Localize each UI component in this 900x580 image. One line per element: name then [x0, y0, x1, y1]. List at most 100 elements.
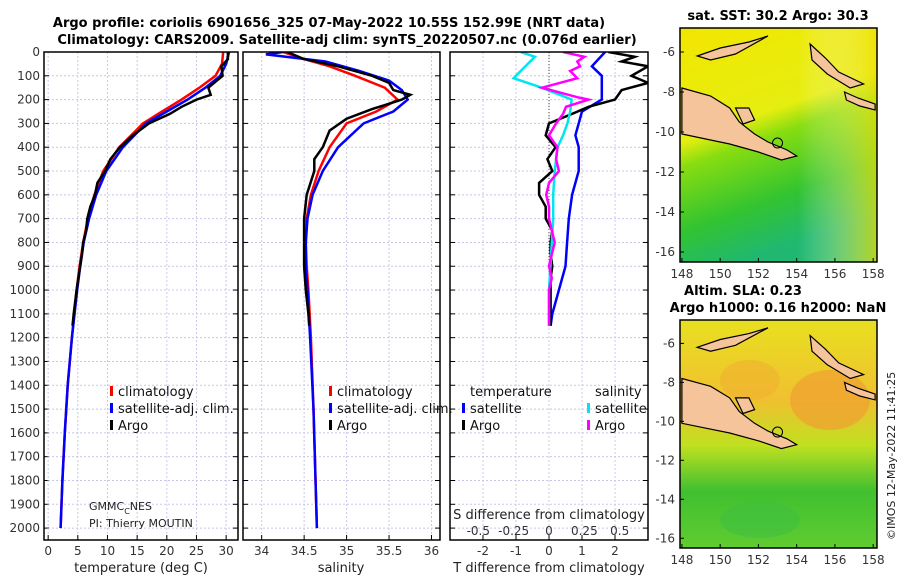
title-line-2: Climatology: CARS2009. Satellite-adj cli… [57, 33, 636, 48]
y-tick-label: 500 [17, 164, 40, 178]
legend-satellite: satellite-adj. clim. [337, 402, 453, 417]
temperature-legend: climatology satellite-adj. clim. Argo [110, 385, 234, 434]
y-tick-label: 1300 [9, 354, 40, 368]
x2-tick-label: -0.5 [467, 524, 490, 538]
argo-position-marker [772, 426, 784, 438]
y-tick-label: 300 [17, 116, 40, 130]
lon-tick-label: 156 [823, 553, 846, 567]
land-mass [695, 327, 769, 352]
lon-tick-label: 154 [785, 267, 808, 281]
title-line-1: Argo profile: coriolis 6901656_325 07-Ma… [53, 16, 605, 31]
land-mass [681, 377, 799, 450]
x-tick-label: -2 [477, 544, 489, 558]
lat-tick-label: -6 [663, 45, 675, 59]
legend-swatch-t-satellite [462, 403, 465, 413]
credit-sub: C [124, 507, 130, 516]
x-tick-label: 15 [130, 544, 145, 558]
y-tick-label: 400 [17, 140, 40, 154]
x2-tick-label: -0.25 [498, 524, 529, 538]
sla-map-title-2: Argo h1000: 0.16 h2000: NaN [670, 301, 887, 316]
legend-swatch-argo [110, 420, 113, 430]
legend-swatch-climatology [110, 386, 113, 396]
lat-tick-label: -14 [655, 205, 675, 219]
legend-t-satellite: satellite [470, 402, 522, 417]
legend-climatology: climatology [118, 385, 194, 400]
lon-tick-label: 158 [862, 553, 885, 567]
lon-tick-label: 148 [670, 553, 693, 567]
y-tick-label: 1700 [9, 450, 40, 464]
lat-tick-label: -14 [655, 492, 675, 506]
credit-pi: PI: Thierry MOUTIN [89, 517, 193, 530]
lat-tick-label: -16 [655, 531, 675, 545]
temperature-panel: 0 5 10 15 20 25 300100200300400500600700800900… [9, 45, 239, 558]
lon-tick-label: 150 [709, 267, 732, 281]
credit-nes: NES [130, 500, 152, 513]
sst-map: 148 150 152 154 156 158 -6 -8 -10 -12 -14 -16 [655, 27, 885, 281]
lat-tick-label: -12 [655, 453, 675, 467]
lat-tick-label: -6 [663, 336, 675, 350]
credits: GMMCCNES PI: Thierry MOUTIN [89, 500, 193, 530]
land-mass [843, 90, 876, 111]
y-tick-label: 200 [17, 93, 40, 107]
salinity-xlabel: salinity [318, 561, 365, 576]
lat-tick-label: -12 [655, 165, 675, 179]
x-tick-label: 35.5 [376, 544, 403, 558]
y-tick-label: 1800 [9, 473, 40, 487]
lat-tick-label: -10 [655, 125, 675, 139]
lon-tick-label: 152 [747, 267, 770, 281]
legend-swatch-s-argo [587, 420, 590, 430]
plot-area [243, 52, 440, 540]
land-mass [734, 397, 756, 415]
map-frame [679, 319, 878, 549]
x2-tick-label: 0.25 [571, 524, 598, 538]
series-s-argo [537, 52, 594, 326]
x-tick-label: 0 [545, 544, 553, 558]
x-tick-label: 1 [578, 544, 586, 558]
credit-gmmc: GMMC [89, 500, 125, 513]
land-mass [809, 334, 866, 380]
legend-swatch-satellite [110, 403, 113, 413]
y-tick-label: 900 [17, 259, 40, 273]
legend-t-argo: Argo [470, 419, 500, 434]
sdiff-xlabel: S difference from climatology [453, 508, 645, 523]
y-tick-label: 1600 [9, 426, 40, 440]
y-tick-label: 1000 [9, 283, 40, 297]
salinity-legend: climatology satellite-adj. clim. Argo [329, 385, 453, 434]
legend-temperature-title: temperature [470, 385, 552, 400]
land-mass [695, 35, 769, 61]
y-tick-label: 1200 [9, 331, 40, 345]
x-tick-label: 30 [218, 544, 233, 558]
series-argo [286, 52, 414, 326]
land-mass [809, 42, 866, 89]
y-tick-label: 600 [17, 188, 40, 202]
lon-tick-label: 156 [823, 267, 846, 281]
y-tick-label: 1400 [9, 378, 40, 392]
plot-frame [242, 51, 441, 541]
sla-high-anomaly [790, 370, 870, 430]
legend-swatch-climatology [329, 386, 332, 396]
x-tick-label: 34.5 [291, 544, 318, 558]
salinity-panel: 34 34.5 35 35.5 36 [242, 51, 441, 558]
lon-tick-label: 158 [862, 267, 885, 281]
sst-field-overlay [680, 28, 877, 262]
series-s-satellite [511, 52, 573, 326]
lon-tick-label: 150 [709, 553, 732, 567]
map-frame [679, 27, 878, 263]
legend-s-argo: Argo [595, 419, 625, 434]
lat-tick-label: -10 [655, 414, 675, 428]
legend-s-satellite: satellite [595, 402, 647, 417]
credit-line-1: GMMCCNES [89, 500, 152, 516]
x-tick-label: 2 [611, 544, 619, 558]
imos-watermark: ©IMOS 12-May-2022 11:41:25 [885, 372, 898, 540]
legend-swatch-t-argo [462, 420, 465, 430]
y-tick-label: 700 [17, 212, 40, 226]
argo-position-marker [772, 137, 784, 149]
legend-climatology: climatology [337, 385, 413, 400]
x-tick-label: 36 [424, 544, 439, 558]
series-argo [71, 52, 230, 326]
x-tick-label: 34 [254, 544, 269, 558]
land-mass [681, 87, 799, 161]
tdiff-xlabel: T difference from climatology [452, 561, 645, 576]
